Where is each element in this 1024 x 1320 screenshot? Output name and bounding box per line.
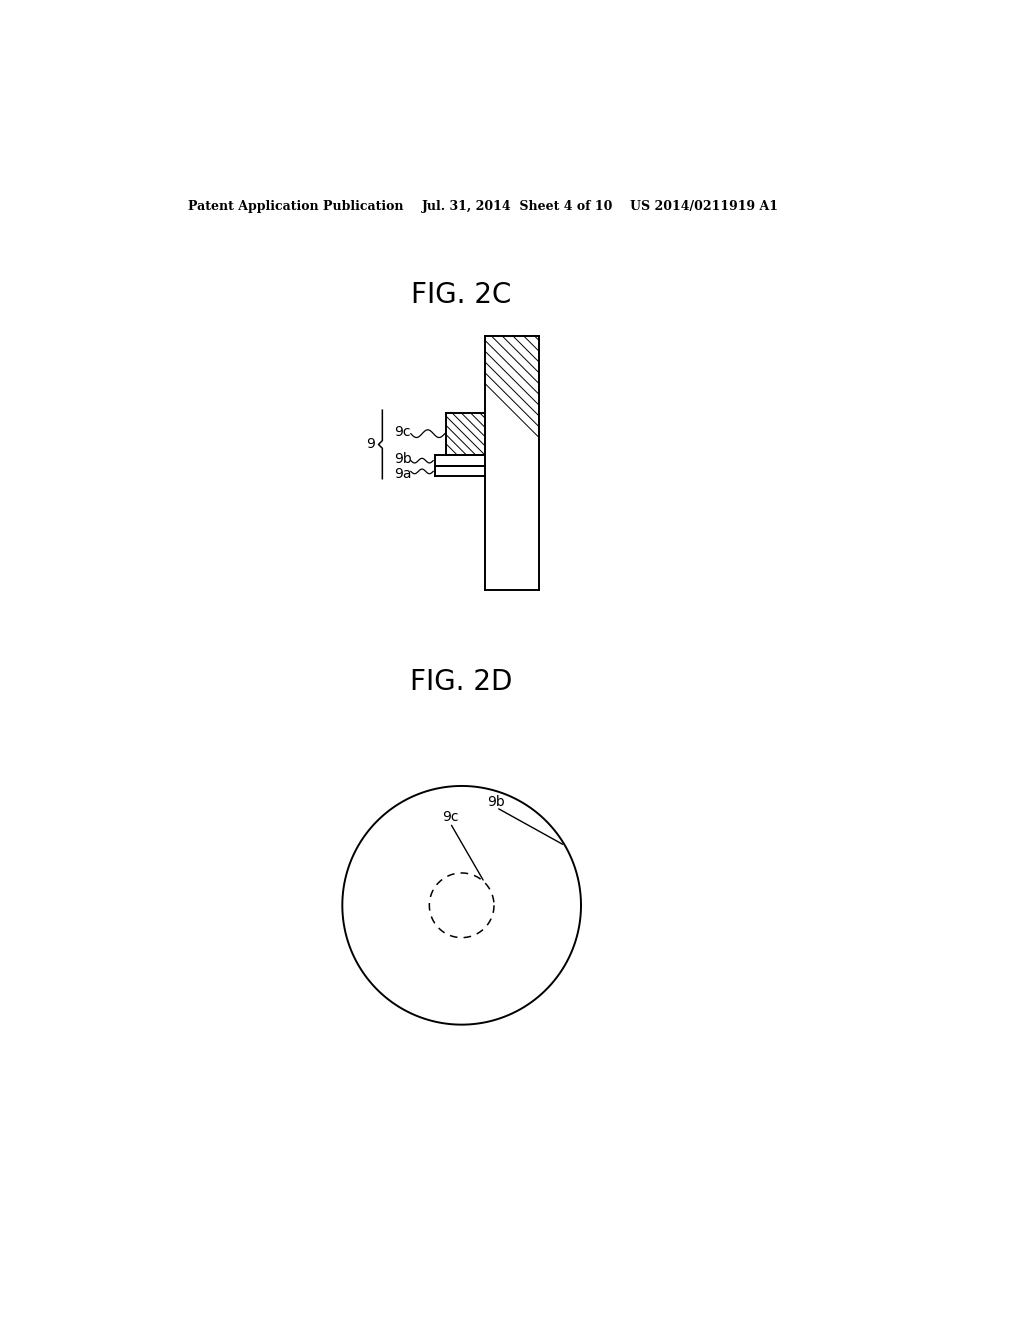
Text: 9b: 9b	[487, 795, 505, 809]
Text: FIG. 2C: FIG. 2C	[412, 281, 512, 309]
Text: FIG. 2D: FIG. 2D	[411, 668, 513, 696]
Text: US 2014/0211919 A1: US 2014/0211919 A1	[630, 199, 777, 213]
Text: Jul. 31, 2014  Sheet 4 of 10: Jul. 31, 2014 Sheet 4 of 10	[422, 199, 613, 213]
Text: 9c: 9c	[394, 425, 411, 438]
Text: 9: 9	[367, 437, 376, 451]
Text: 9a: 9a	[394, 467, 412, 480]
Text: 9b: 9b	[394, 451, 412, 466]
Text: Patent Application Publication: Patent Application Publication	[188, 199, 403, 213]
Text: 9c: 9c	[442, 810, 459, 825]
